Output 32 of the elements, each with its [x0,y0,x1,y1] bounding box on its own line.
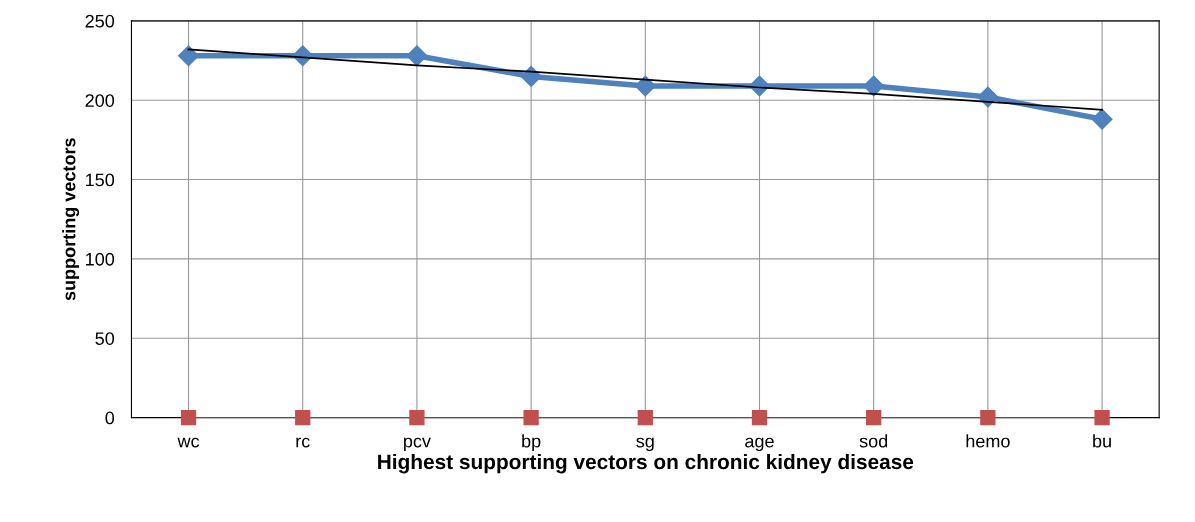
x-axis-title: Highest supporting vectors on chronic kidney disease [378,453,914,474]
point [520,65,542,87]
point [523,409,539,426]
y-tick-label: 200 [85,94,115,107]
y-tick-label: 100 [86,252,115,266]
point [980,409,996,426]
point [295,409,311,426]
point [1091,108,1113,130]
y-tick-label: 50 [95,332,115,345]
point [180,409,197,426]
point [637,409,653,426]
y-tick-label: 250 [85,14,115,28]
y-tick-label: 150 [86,173,115,187]
x-tick-label: sg [636,437,654,452]
point [409,409,425,426]
point [1094,409,1110,426]
point [751,409,768,426]
point [866,409,882,426]
x-tick-label: pcv [404,437,431,452]
x-tick-label: wc [177,437,200,448]
x-tick-label: hemo [966,434,1010,448]
x-tick-label: bu [1093,434,1111,448]
y-tick-label: 0 [105,411,115,425]
x-tick-label: sod [859,434,888,448]
x-tick-label: age [745,437,774,452]
point [406,45,428,67]
x-tick-label: bp [522,434,541,452]
point [178,45,200,67]
point [863,75,885,97]
point [634,75,656,97]
x-tick-label: rc [296,437,310,448]
y-axis-title: supporting vectors [62,138,80,301]
